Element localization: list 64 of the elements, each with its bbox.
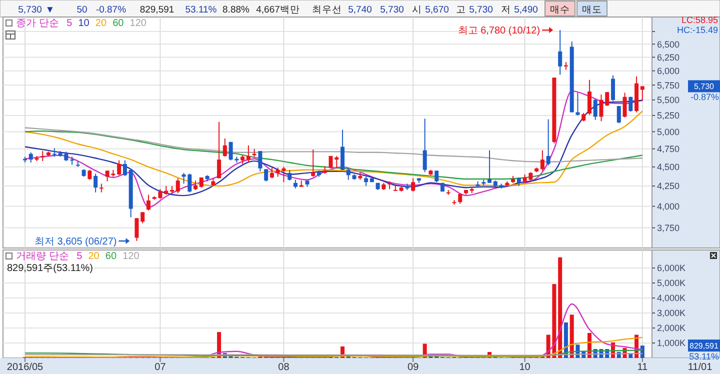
- y-tick-label: 4,750: [657, 144, 680, 154]
- y-tick-label: 2,000K: [657, 323, 686, 334]
- text: 120: [122, 251, 140, 262]
- text: HC:-15.49: [676, 25, 718, 35]
- text: 5,730: [469, 4, 493, 16]
- text: 5,730: [380, 4, 404, 16]
- x-tick-label: 10: [519, 362, 531, 373]
- y-tick-label: 4,250: [657, 181, 680, 192]
- text: 60: [112, 18, 124, 29]
- y-tick-label: 4,000: [657, 201, 680, 212]
- y-tick-label: 5,750: [657, 80, 680, 90]
- text: 매도: [582, 4, 602, 16]
- text: 5: [66, 18, 73, 29]
- text: 50: [76, 4, 88, 16]
- y-tick-label: 6,000K: [657, 263, 686, 274]
- annotation: 최저 3,605 (06/27): [34, 236, 117, 248]
- text: 8.88%: [222, 4, 250, 16]
- text: 829,591: [140, 4, 174, 16]
- text: 5,730: [18, 4, 42, 16]
- y-tick-label: 3,000K: [657, 308, 686, 318]
- text: 시: [412, 4, 422, 16]
- text: 고: [456, 4, 466, 16]
- legend-title: 종가 단순: [16, 18, 59, 29]
- text: 11/01: [688, 362, 713, 373]
- text: LC:58.95: [681, 15, 718, 25]
- text: 5,670: [425, 4, 449, 16]
- text: -0.87%: [690, 92, 719, 102]
- y-tick-label: 5,500: [657, 95, 680, 106]
- x-tick-label: 11: [637, 362, 648, 373]
- y-tick-label: 6,250: [657, 52, 680, 62]
- text: 5: [76, 251, 83, 262]
- y-tick-label: 3,750: [657, 223, 680, 234]
- text: 120: [130, 18, 147, 29]
- y-tick-label: 5,250: [657, 110, 680, 121]
- x-tick-label: 08: [278, 362, 290, 373]
- text: 저: [501, 4, 511, 16]
- x-tick-label: 07: [154, 362, 166, 373]
- text: ▼: [45, 4, 55, 16]
- y-tick-label: 4,000K: [657, 293, 686, 304]
- text: 5,740: [348, 4, 372, 16]
- text: 53.11%: [689, 352, 719, 362]
- legend-title: 거래량 단순: [16, 251, 69, 262]
- y-tick-label: 6,500: [657, 39, 680, 50]
- y-tick-label: 6,000: [657, 66, 680, 76]
- text: 829,591: [690, 342, 720, 351]
- y-tick-label: 5,000: [657, 126, 680, 137]
- text: 60: [105, 251, 117, 262]
- x-tick-label: 2016/05: [6, 362, 44, 373]
- text: 53.11%: [185, 4, 218, 16]
- y-tick-label: 4,500: [657, 162, 680, 172]
- y-tick-label: 5,000K: [657, 278, 686, 288]
- text: 4,667백만: [256, 4, 300, 16]
- text: 20: [95, 18, 107, 29]
- x-tick-label: 09: [408, 362, 420, 373]
- text: 5,490: [514, 4, 538, 16]
- text: 5,730: [694, 82, 715, 92]
- text: 10: [78, 18, 90, 29]
- text: 최우선: [312, 4, 342, 16]
- y-tick-label: 1,000K: [657, 338, 686, 348]
- annotation: 829,591주(53.11%): [7, 263, 93, 274]
- annotation: 최고 6,780 (10/12): [458, 26, 540, 37]
- text: 매수: [550, 4, 570, 16]
- text: 20: [88, 251, 100, 262]
- text: -0.87%: [96, 4, 127, 16]
